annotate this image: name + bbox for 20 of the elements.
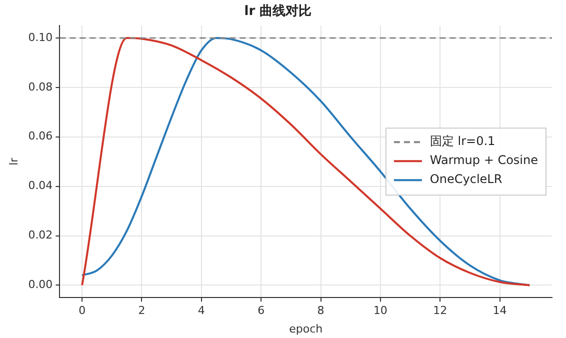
x-tick-label: 10: [373, 304, 388, 318]
x-tick-label: 8: [317, 304, 324, 318]
y-tick-label: 0.00: [28, 278, 53, 292]
y-tick-label: 0.04: [28, 179, 53, 192]
y-tick-label: 0.08: [28, 80, 53, 94]
x-tick-label: 4: [198, 304, 205, 318]
x-tick-label: 0: [78, 304, 86, 318]
y-tick-label: 0.10: [28, 30, 53, 44]
x-tick-label: 14: [492, 304, 507, 318]
legend-label: OneCycleLR: [430, 172, 502, 186]
y-axis-title: lr: [7, 157, 20, 166]
chart-title: lr 曲线对比: [244, 4, 312, 20]
legend-label: Warmup + Cosine: [430, 153, 538, 168]
legend-label: 固定 lr=0.1: [430, 134, 496, 148]
x-tick-label: 6: [258, 304, 265, 318]
y-tick-label: 0.06: [28, 130, 53, 143]
y-tick-label: 0.02: [28, 228, 53, 242]
x-axis-title: epoch: [289, 322, 323, 336]
x-tick-label: 12: [433, 304, 448, 318]
x-tick-label: 2: [138, 304, 146, 318]
